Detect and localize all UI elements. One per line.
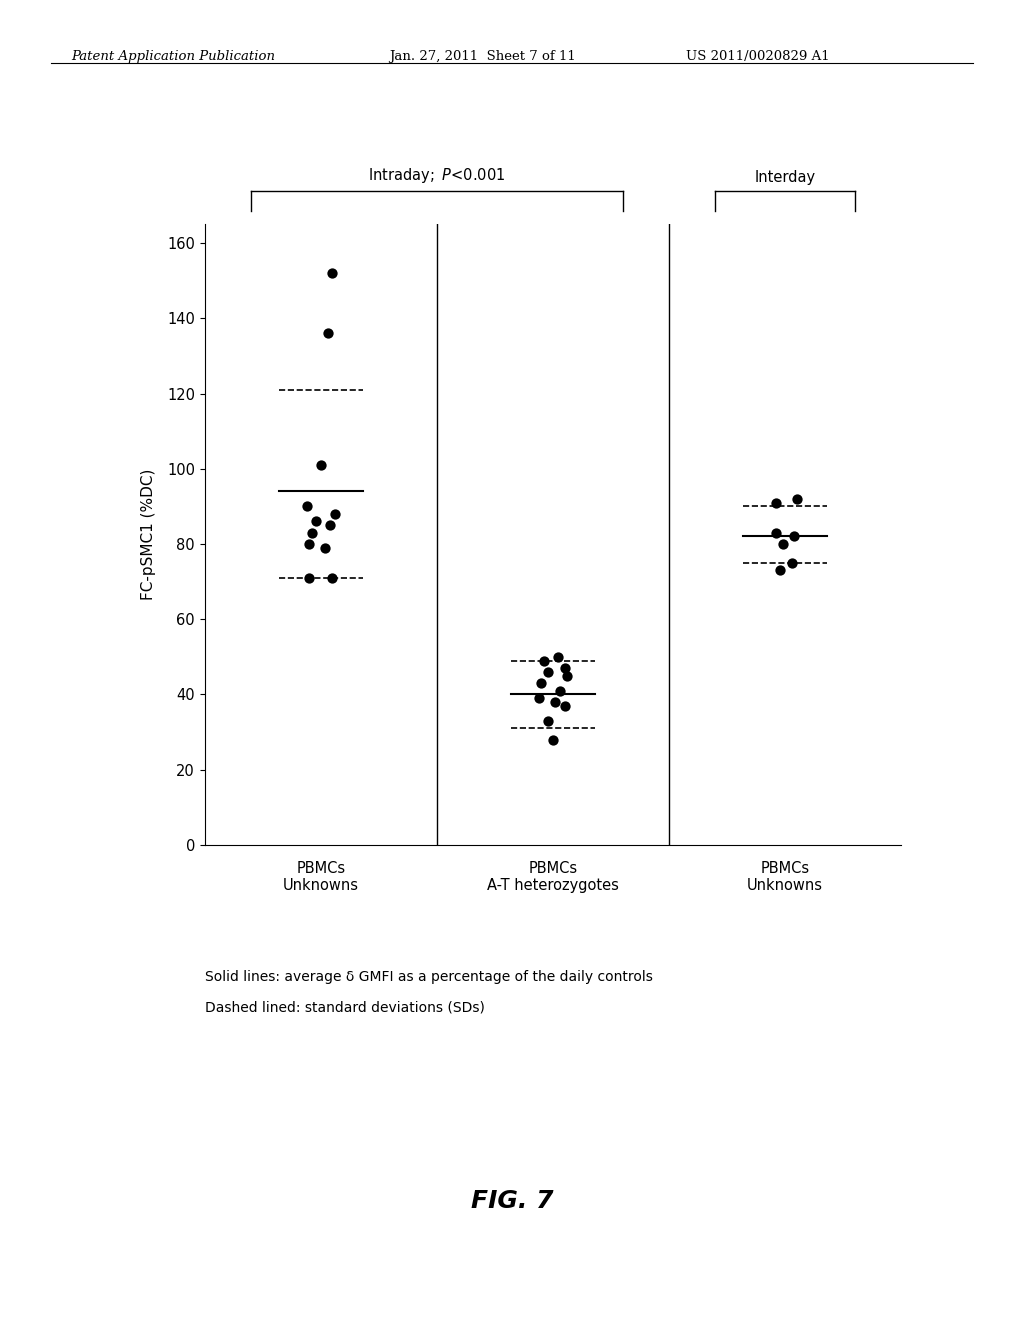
- Point: [299, 496, 315, 517]
- Point: [556, 657, 572, 678]
- Text: US 2011/0020829 A1: US 2011/0020829 A1: [686, 50, 829, 63]
- Point: [319, 323, 336, 345]
- Text: Patent Application Publication: Patent Application Publication: [72, 50, 275, 63]
- Point: [327, 503, 343, 524]
- Point: [325, 263, 341, 284]
- Point: [547, 692, 563, 713]
- Text: Dashed lined: standard deviations (SDs): Dashed lined: standard deviations (SDs): [205, 1001, 484, 1015]
- Point: [325, 568, 341, 589]
- Point: [312, 454, 329, 475]
- Point: [768, 523, 784, 544]
- Point: [786, 525, 803, 546]
- Text: Jan. 27, 2011  Sheet 7 of 11: Jan. 27, 2011 Sheet 7 of 11: [389, 50, 575, 63]
- Text: Interday: Interday: [755, 170, 816, 185]
- Point: [783, 552, 800, 573]
- Point: [772, 560, 788, 581]
- Text: Solid lines: average δ GMFI as a percentage of the daily controls: Solid lines: average δ GMFI as a percent…: [205, 970, 652, 985]
- Point: [774, 533, 791, 554]
- Point: [317, 537, 334, 558]
- Text: FIG. 7: FIG. 7: [471, 1189, 553, 1213]
- Y-axis label: FC-pSMC1 (%DC): FC-pSMC1 (%DC): [141, 469, 156, 601]
- Point: [768, 492, 784, 513]
- Point: [552, 680, 568, 701]
- Point: [540, 710, 556, 731]
- Point: [556, 696, 572, 717]
- Point: [545, 729, 561, 750]
- Point: [550, 647, 566, 668]
- Point: [303, 523, 319, 544]
- Point: [788, 488, 805, 510]
- Point: [301, 568, 317, 589]
- Point: [308, 511, 325, 532]
- Point: [322, 515, 338, 536]
- Point: [559, 665, 575, 686]
- Point: [301, 533, 317, 554]
- Point: [530, 688, 547, 709]
- Text: Intraday;  $P$<0.001: Intraday; $P$<0.001: [369, 166, 506, 185]
- Point: [540, 661, 556, 682]
- Point: [534, 673, 550, 694]
- Point: [536, 649, 552, 671]
